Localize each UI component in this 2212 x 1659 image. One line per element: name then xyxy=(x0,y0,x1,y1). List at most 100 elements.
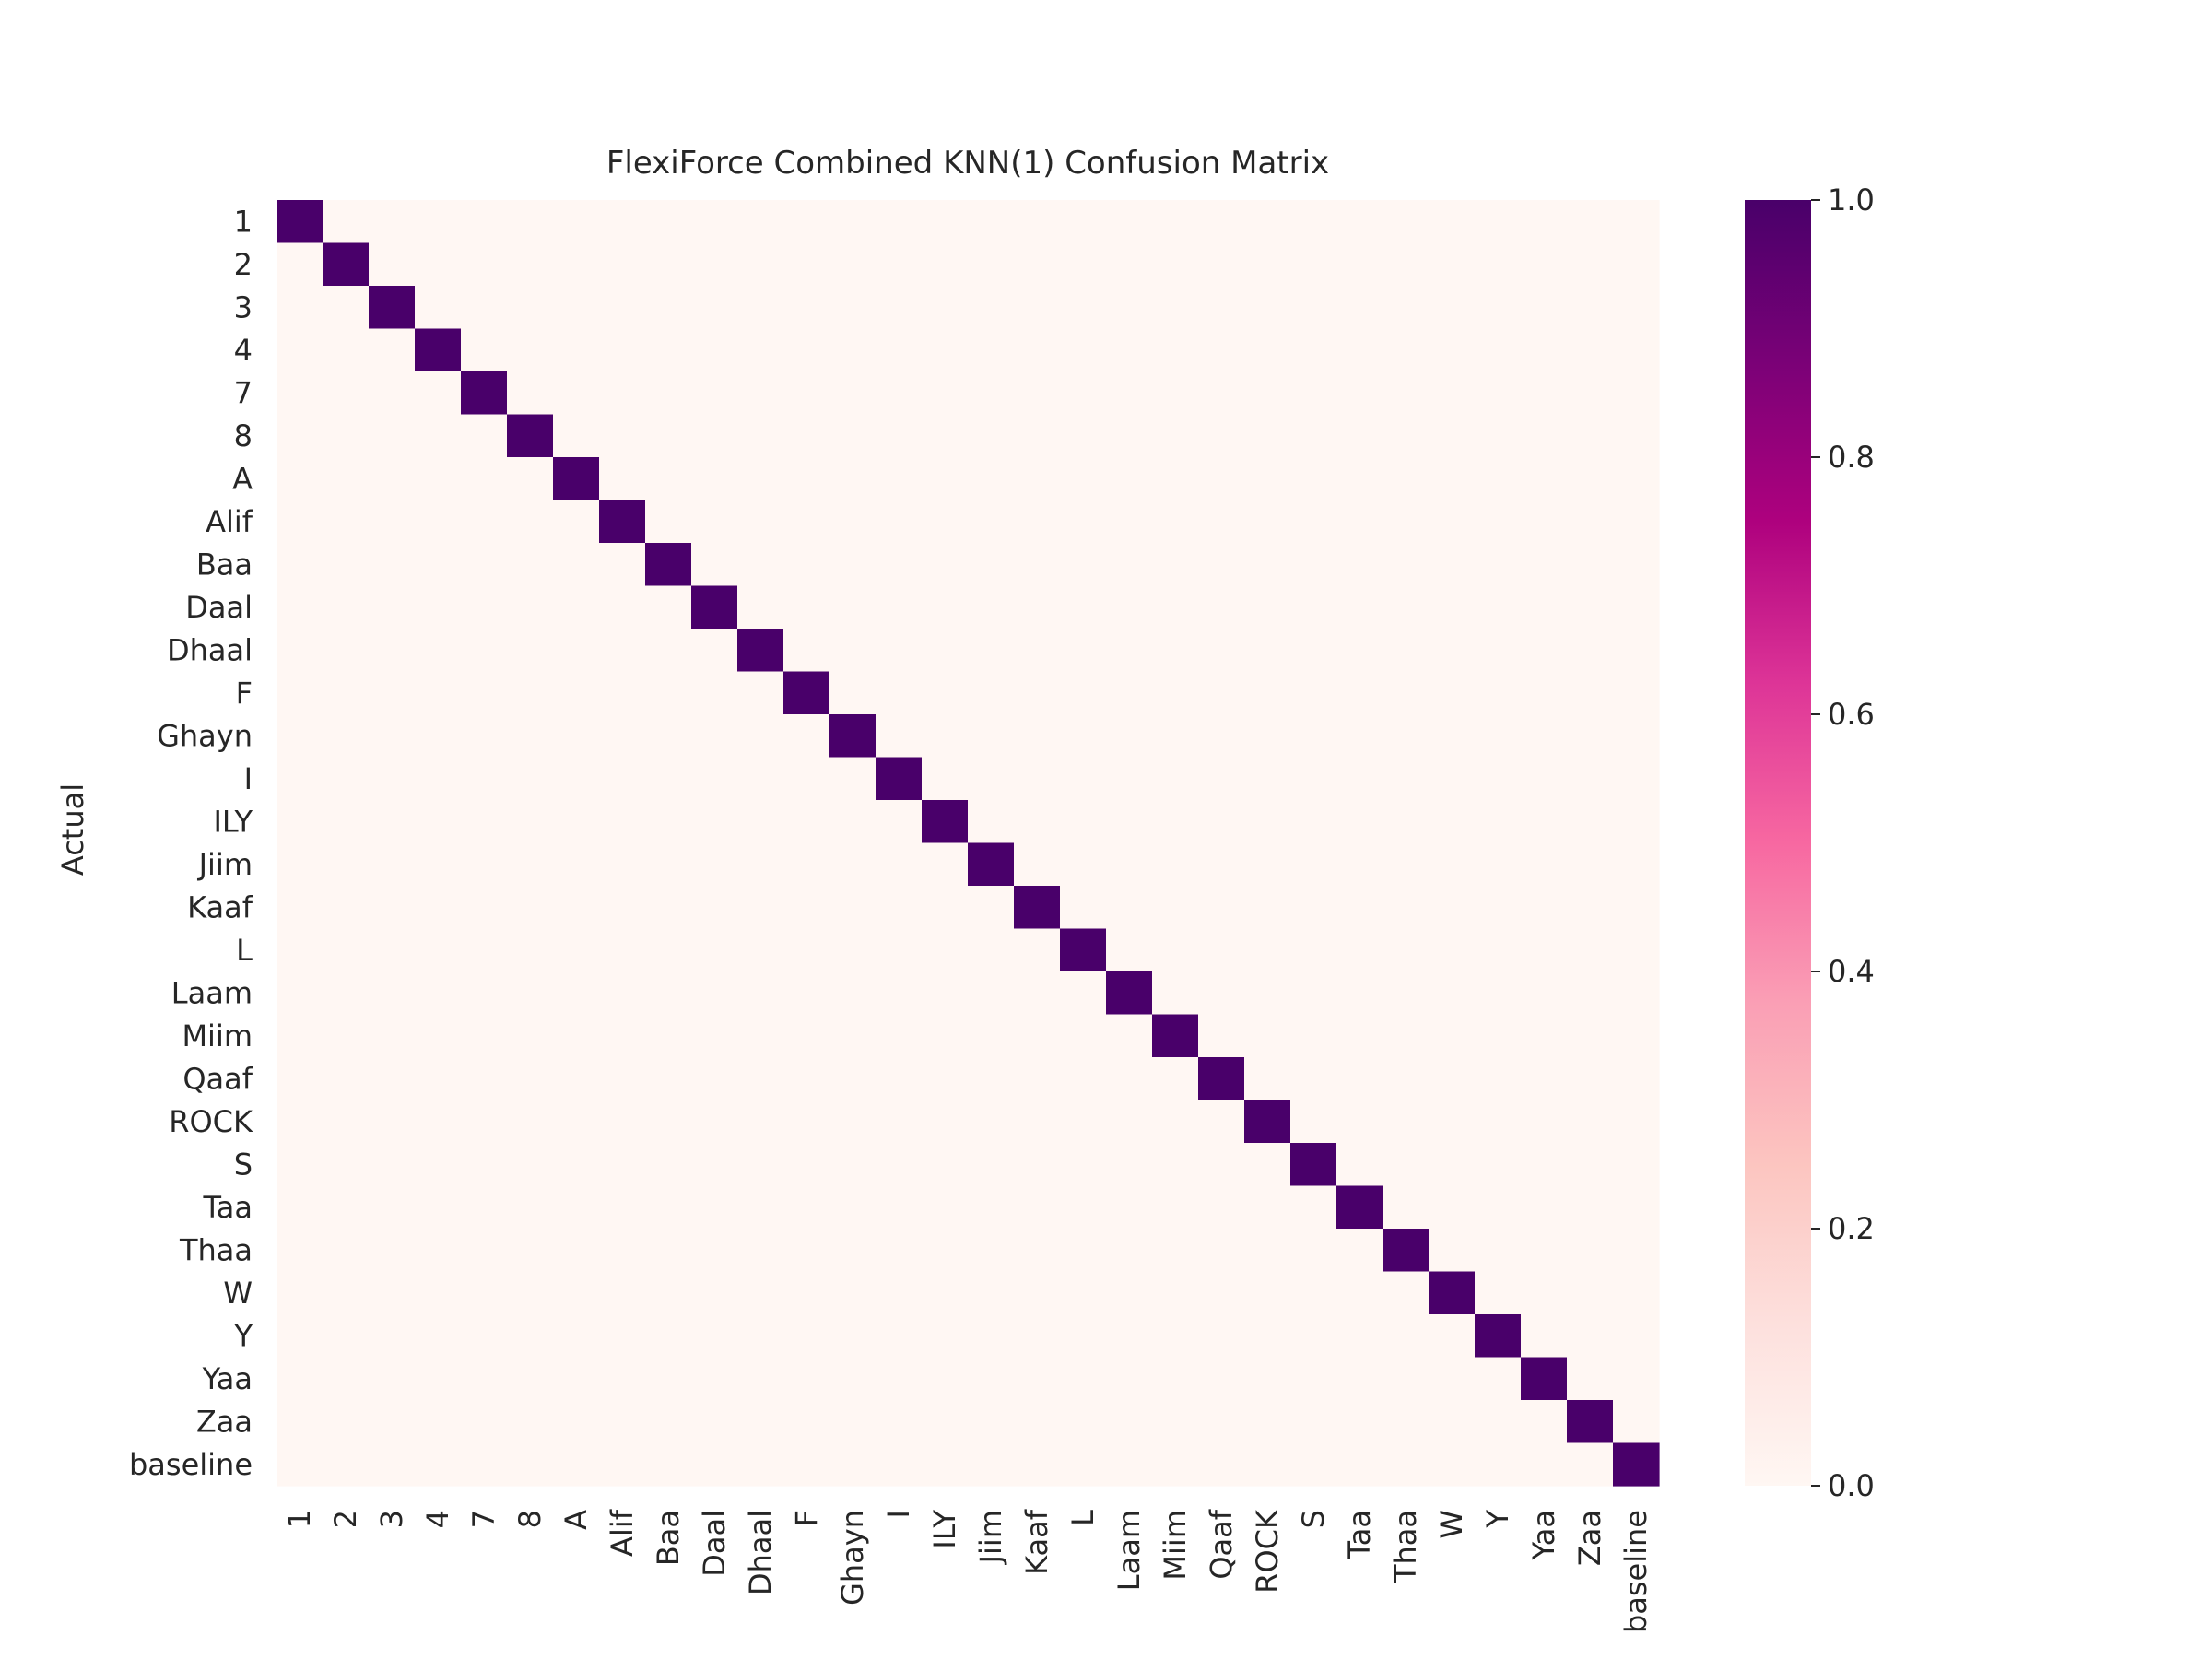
heatmap-cell-ILY-Dhaal xyxy=(737,800,784,844)
heatmap-cell-A-Yaa xyxy=(1521,457,1568,501)
heatmap-cell-Daal-I xyxy=(876,585,923,629)
heatmap-cell-I-L xyxy=(1060,757,1107,801)
heatmap-cell-4-4 xyxy=(415,328,462,372)
heatmap-cell-8-W xyxy=(1429,414,1476,458)
y-tick-label: W xyxy=(223,1276,253,1311)
heatmap-cell-ROCK-Dhaal xyxy=(737,1100,784,1144)
heatmap-cell-ILY-Thaa xyxy=(1382,800,1430,844)
heatmap-cell-8-baseline xyxy=(1613,414,1660,458)
heatmap-cell-Dhaal-Thaa xyxy=(1382,629,1430,673)
x-tick-label: S xyxy=(1296,1510,1331,1528)
heatmap-cell-W-Jiim xyxy=(968,1271,1015,1315)
x-tick-label: 1 xyxy=(282,1510,317,1528)
y-tick-label: L xyxy=(236,933,253,968)
heatmap-cell-Yaa-Miim xyxy=(1152,1357,1199,1401)
heatmap-cell-Jiim-Zaa xyxy=(1567,842,1614,887)
heatmap-cell-Zaa-4 xyxy=(415,1400,462,1444)
heatmap-cell-A-2 xyxy=(323,457,370,501)
heatmap-cell-baseline-Alif xyxy=(599,1442,646,1487)
heatmap-cell-1-2 xyxy=(323,200,370,244)
heatmap-cell-2-baseline xyxy=(1613,242,1660,287)
heatmap-cell-Alif-Taa xyxy=(1336,500,1383,544)
heatmap-cell-Jiim-ROCK xyxy=(1244,842,1291,887)
heatmap-cell-Daal-Ghayn xyxy=(830,585,877,629)
heatmap-cell-8-3 xyxy=(369,414,416,458)
heatmap-cell-A-Baa xyxy=(645,457,692,501)
heatmap-cell-Daal-F xyxy=(783,585,830,629)
heatmap-cell-Yaa-L xyxy=(1060,1357,1107,1401)
heatmap-cell-Baa-Qaaf xyxy=(1198,543,1245,587)
heatmap-cell-1-W xyxy=(1429,200,1476,244)
heatmap-cell-Taa-Alif xyxy=(599,1185,646,1230)
heatmap-cell-Taa-Ghayn xyxy=(830,1185,877,1230)
heatmap-cell-Dhaal-1 xyxy=(276,629,324,673)
heatmap-cell-4-Laam xyxy=(1106,328,1153,372)
heatmap-cell-Qaaf-baseline xyxy=(1613,1057,1660,1101)
heatmap-cell-Zaa-W xyxy=(1429,1400,1476,1444)
heatmap-cell-Kaaf-Ghayn xyxy=(830,886,877,930)
heatmap-cell-F-7 xyxy=(461,671,508,715)
heatmap-cell-Ghayn-A xyxy=(553,714,600,759)
heatmap-cell-baseline-2 xyxy=(323,1442,370,1487)
heatmap-cell-7-2 xyxy=(323,371,370,416)
y-tick-label: A xyxy=(232,461,253,496)
heatmap-cell-Taa-Qaaf xyxy=(1198,1185,1245,1230)
heatmap-cell-2-S xyxy=(1290,242,1337,287)
heatmap-cell-Zaa-Thaa xyxy=(1382,1400,1430,1444)
heatmap-cell-Ghayn-Qaaf xyxy=(1198,714,1245,759)
heatmap-cell-8-Ghayn xyxy=(830,414,877,458)
heatmap-cell-8-Thaa xyxy=(1382,414,1430,458)
heatmap-cell-Laam-7 xyxy=(461,971,508,1016)
heatmap-cell-Daal-Miim xyxy=(1152,585,1199,629)
heatmap-cell-F-2 xyxy=(323,671,370,715)
heatmap-cell-L-Daal xyxy=(691,928,738,972)
heatmap-cell-S-Zaa xyxy=(1567,1143,1614,1187)
heatmap-cell-Zaa-Qaaf xyxy=(1198,1400,1245,1444)
heatmap-cell-ILY-7 xyxy=(461,800,508,844)
heatmap-cell-Kaaf-Dhaal xyxy=(737,886,784,930)
heatmap-cell-Yaa-Laam xyxy=(1106,1357,1153,1401)
heatmap-cell-ILY-3 xyxy=(369,800,416,844)
heatmap-cell-Taa-I xyxy=(876,1185,923,1230)
y-tick-label: 7 xyxy=(234,375,253,410)
heatmap-cell-F-3 xyxy=(369,671,416,715)
heatmap-cell-L-ROCK xyxy=(1244,928,1291,972)
heatmap-cell-ROCK-S xyxy=(1290,1100,1337,1144)
heatmap-cell-Alif-S xyxy=(1290,500,1337,544)
heatmap-cell-Laam-2 xyxy=(323,971,370,1016)
heatmap-cell-Baa-L xyxy=(1060,543,1107,587)
heatmap-cell-8-Dhaal xyxy=(737,414,784,458)
heatmap-cell-8-A xyxy=(553,414,600,458)
colorbar-tick-label: 0.4 xyxy=(1828,954,1875,989)
heatmap-cell-S-2 xyxy=(323,1143,370,1187)
y-tick-label: Laam xyxy=(171,975,253,1010)
heatmap-cell-8-ROCK xyxy=(1244,414,1291,458)
heatmap-cell-ROCK-Y xyxy=(1475,1100,1522,1144)
heatmap-cell-S-3 xyxy=(369,1143,416,1187)
heatmap-cell-7-ROCK xyxy=(1244,371,1291,416)
heatmap-cell-ROCK-L xyxy=(1060,1100,1107,1144)
heatmap-cell-Daal-W xyxy=(1429,585,1476,629)
heatmap-cell-I-8 xyxy=(507,757,554,801)
heatmap-cell-Dhaal-4 xyxy=(415,629,462,673)
heatmap-cell-Kaaf-ROCK xyxy=(1244,886,1291,930)
heatmap-cell-ROCK-I xyxy=(876,1100,923,1144)
heatmap-cell-A-7 xyxy=(461,457,508,501)
heatmap-cell-Kaaf-L xyxy=(1060,886,1107,930)
heatmap-cell-4-Kaaf xyxy=(1014,328,1061,372)
heatmap-cell-Y-Taa xyxy=(1336,1314,1383,1359)
heatmap-cell-7-Jiim xyxy=(968,371,1015,416)
heatmap-cell-Taa-Kaaf xyxy=(1014,1185,1061,1230)
heatmap-cell-1-I xyxy=(876,200,923,244)
heatmap-cell-2-Miim xyxy=(1152,242,1199,287)
heatmap-cell-I-3 xyxy=(369,757,416,801)
heatmap-cell-Miim-A xyxy=(553,1014,600,1058)
heatmap-cell-3-ROCK xyxy=(1244,286,1291,330)
heatmap-cell-2-L xyxy=(1060,242,1107,287)
heatmap-cell-1-8 xyxy=(507,200,554,244)
heatmap-cell-Taa-Jiim xyxy=(968,1185,1015,1230)
heatmap-cell-Laam-Zaa xyxy=(1567,971,1614,1016)
heatmap-cell-I-Thaa xyxy=(1382,757,1430,801)
heatmap-cell-Jiim-8 xyxy=(507,842,554,887)
heatmap-cell-Jiim-4 xyxy=(415,842,462,887)
